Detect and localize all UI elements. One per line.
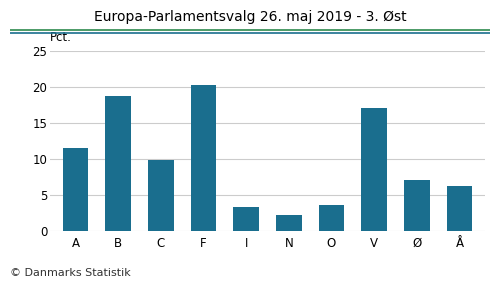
Bar [63,148,88,231]
Bar [404,180,429,231]
Bar [148,160,174,231]
Bar [234,207,259,231]
Bar [276,215,301,231]
Text: Pct.: Pct. [50,30,72,43]
Bar [190,85,216,231]
Bar [446,186,472,231]
Text: Europa-Parlamentsvalg 26. maj 2019 - 3. Øst: Europa-Parlamentsvalg 26. maj 2019 - 3. … [94,10,406,24]
Bar [106,96,131,231]
Bar [362,108,387,231]
Text: © Danmarks Statistik: © Danmarks Statistik [10,268,131,278]
Bar [318,205,344,231]
